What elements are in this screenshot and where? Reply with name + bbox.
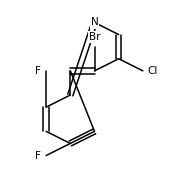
Text: Br: Br	[89, 32, 100, 42]
Text: F: F	[35, 151, 41, 161]
Text: Cl: Cl	[148, 66, 158, 76]
Text: F: F	[35, 66, 41, 76]
Text: N: N	[91, 17, 98, 27]
